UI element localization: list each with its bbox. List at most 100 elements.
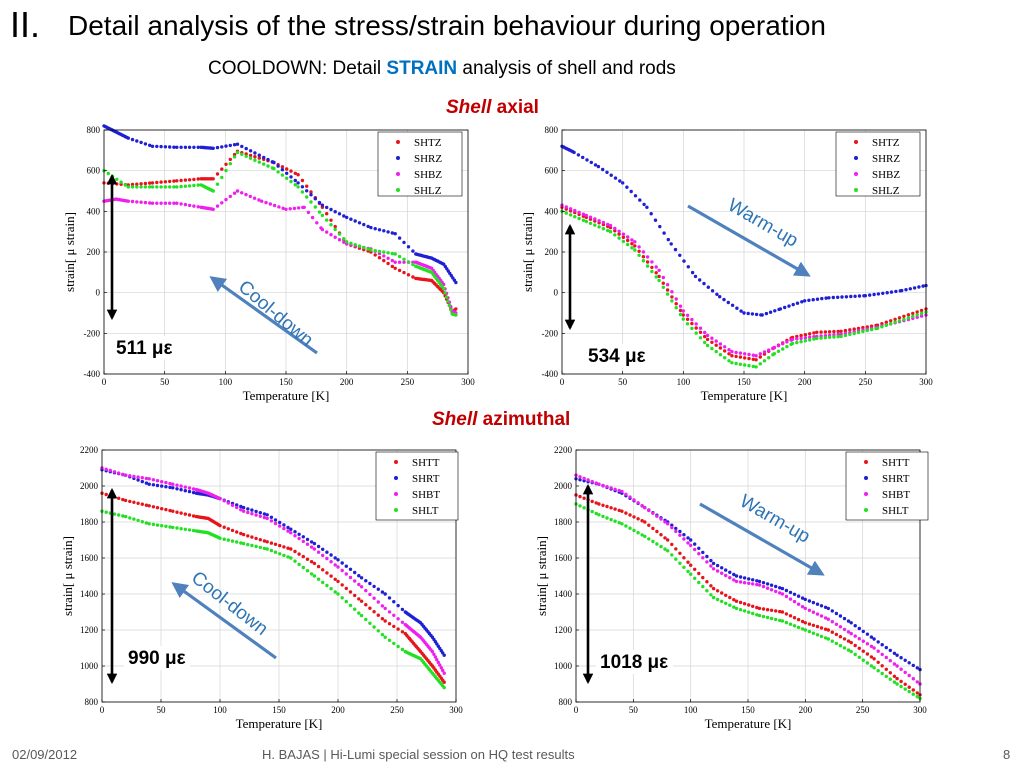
data-point (761, 614, 766, 619)
data-point (795, 334, 799, 339)
data-point (714, 343, 718, 347)
data-point (262, 512, 267, 516)
data-point (880, 322, 884, 326)
data-point (662, 231, 666, 235)
data-point (690, 317, 694, 322)
subtitle-highlight: STRAIN (386, 58, 458, 79)
data-point (597, 219, 601, 223)
chart-shell-azimuthal-warmup: 0 50 100 150 200 250 300 800 1000 1200 1400 1600 180… (534, 445, 929, 731)
data-point (220, 175, 224, 180)
data-point (390, 258, 394, 263)
data-point (915, 315, 919, 319)
data-point (336, 558, 340, 562)
data-point (262, 155, 266, 160)
data-point (289, 179, 293, 184)
data-point (621, 235, 626, 239)
data-point (842, 637, 847, 641)
data-point (670, 295, 674, 299)
data-point (876, 669, 880, 673)
direction-arrow (699, 502, 825, 576)
data-point (364, 617, 368, 622)
data-point (593, 217, 597, 221)
data-point (187, 184, 192, 188)
data-point (641, 250, 646, 254)
data-point (718, 295, 722, 299)
data-point (241, 532, 246, 537)
data-point (577, 216, 581, 221)
data-point (136, 501, 140, 505)
data-point (863, 294, 867, 298)
data-point (912, 286, 917, 290)
data-point (609, 517, 613, 522)
series-shlt (574, 502, 922, 701)
data-point (159, 180, 163, 184)
data-point (432, 652, 436, 656)
data-point (383, 592, 387, 596)
data-point (144, 503, 149, 507)
chart-shell-azimuthal-cooldown: 0 50 100 150 200 250 300 800 1000 1200 1400 1600 180… (60, 445, 463, 731)
data-point (148, 201, 152, 205)
data-point (758, 362, 762, 366)
data-point (179, 145, 183, 149)
x-tick-label: 250 (856, 705, 870, 715)
data-point (121, 472, 125, 477)
data-point (641, 259, 646, 263)
data-point (187, 145, 192, 149)
data-point (382, 254, 386, 258)
data-point (397, 260, 402, 264)
data-point (761, 607, 766, 611)
data-point (368, 581, 372, 586)
data-point (761, 581, 766, 585)
data-point (698, 278, 702, 282)
x-tick-label: 250 (401, 377, 415, 387)
legend-marker (854, 172, 858, 176)
legend-label: SHTZ (872, 137, 900, 149)
data-point (762, 350, 767, 354)
data-point (309, 545, 314, 549)
data-point (674, 547, 678, 551)
data-point (728, 570, 732, 574)
data-point (754, 312, 759, 317)
data-point (710, 346, 714, 351)
data-point (300, 190, 305, 194)
data-point (645, 260, 650, 264)
data-point (902, 317, 906, 322)
data-point (824, 296, 828, 300)
data-point (312, 541, 317, 546)
data-point (690, 321, 694, 326)
data-point (893, 320, 897, 324)
data-point (800, 300, 804, 304)
data-point (911, 663, 915, 668)
data-point (792, 624, 797, 628)
legend-label: SHBZ (414, 169, 442, 181)
data-point (325, 230, 329, 234)
data-point (402, 260, 406, 264)
data-point (228, 162, 232, 166)
data-point (382, 229, 386, 233)
data-point (584, 213, 588, 218)
data-point (715, 597, 720, 602)
data-point (895, 653, 899, 657)
data-point (921, 284, 925, 288)
data-point (705, 333, 710, 338)
data-point (293, 178, 297, 183)
data-point (179, 511, 183, 515)
data-point (625, 185, 629, 189)
data-point (888, 648, 892, 653)
data-point (300, 185, 305, 189)
data-point (597, 225, 601, 229)
data-point (650, 260, 654, 264)
data-point (751, 611, 755, 616)
data-point (633, 248, 637, 252)
data-point (257, 198, 261, 202)
data-point (143, 200, 148, 205)
data-point (658, 224, 662, 229)
data-point (266, 157, 270, 162)
data-point (241, 509, 246, 513)
data-point (697, 580, 701, 585)
legend-box (377, 131, 463, 197)
data-point (728, 603, 732, 607)
data-point (807, 629, 812, 634)
data-point (800, 605, 805, 609)
data-point (750, 312, 755, 316)
